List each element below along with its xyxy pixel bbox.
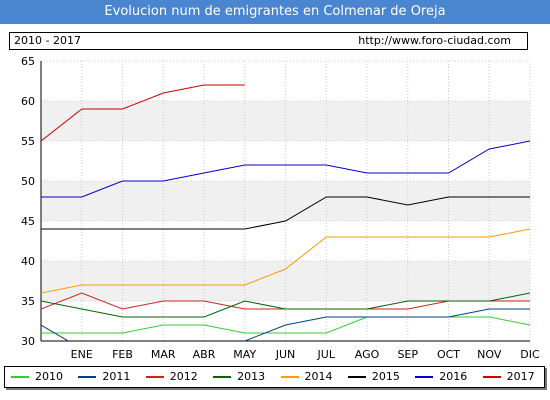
x-tick-label: AGO — [355, 348, 380, 361]
x-tick-label: ENE — [71, 348, 93, 361]
legend: 2010 2011 2012 2013 2014 2015 2016 2017 — [4, 366, 545, 388]
legend-item-2011: 2011 — [78, 367, 139, 387]
x-tick-label: OCT — [437, 348, 460, 361]
legend-label: 2015 — [371, 370, 400, 383]
legend-label: 2013 — [237, 370, 266, 383]
series-line-2011 — [41, 308, 530, 341]
series-line-2013 — [41, 292, 530, 318]
legend-swatch — [213, 376, 232, 378]
y-tick-label: 60 — [21, 95, 35, 108]
source-url: http://www.foro-ciudad.com — [358, 34, 511, 47]
x-tick-label: NOV — [477, 348, 502, 361]
legend-item-2016: 2016 — [415, 367, 476, 387]
x-tick-label: DIC — [520, 348, 540, 361]
y-tick-label: 30 — [21, 335, 35, 348]
x-tick-label: ABR — [193, 348, 216, 361]
legend-swatch — [145, 376, 164, 378]
y-tick-label: 65 — [21, 55, 35, 68]
legend-label: 2017 — [506, 370, 535, 383]
x-tick-label: SEP — [397, 348, 418, 361]
series-line-2015 — [41, 196, 530, 230]
legend-swatch — [78, 376, 97, 378]
legend-label: 2014 — [304, 370, 333, 383]
y-tick-label: 45 — [21, 215, 35, 228]
x-tick-label: MAR — [151, 348, 176, 361]
series-line-2017 — [41, 84, 245, 142]
year-range: 2010 - 2017 — [14, 34, 81, 47]
y-tick-label: 40 — [21, 255, 35, 268]
legend-label: 2016 — [439, 370, 468, 383]
y-tick-label: 50 — [21, 175, 35, 188]
legend-item-2017: 2017 — [482, 367, 544, 387]
legend-item-2014: 2014 — [280, 367, 342, 387]
legend-item-2012: 2012 — [145, 367, 207, 387]
x-tick-label: MAY — [233, 348, 256, 361]
legend-item-2015: 2015 — [347, 367, 409, 387]
legend-swatch — [415, 376, 434, 378]
legend-swatch — [482, 376, 501, 378]
legend-swatch — [11, 376, 29, 378]
chart-title: Evolucion num de emigrantes en Colmenar … — [0, 0, 550, 24]
legend-item-2013: 2013 — [213, 367, 274, 387]
x-tick-label: JUN — [275, 348, 296, 361]
legend-swatch — [280, 376, 299, 378]
info-box: 2010 - 2017 http://www.foro-ciudad.com — [9, 32, 528, 50]
x-tick-label: FEB — [112, 348, 133, 361]
y-tick-label: 35 — [21, 295, 35, 308]
series-line-2016 — [41, 140, 530, 198]
legend-label: 2011 — [102, 370, 131, 383]
series-line-2014 — [41, 228, 530, 294]
x-tick-label: JUL — [317, 348, 336, 361]
legend-item-2010: 2010 — [11, 367, 72, 387]
legend-swatch — [347, 376, 366, 378]
legend-label: 2012 — [169, 370, 198, 383]
legend-label: 2010 — [35, 370, 63, 383]
y-tick-label: 55 — [21, 135, 35, 148]
